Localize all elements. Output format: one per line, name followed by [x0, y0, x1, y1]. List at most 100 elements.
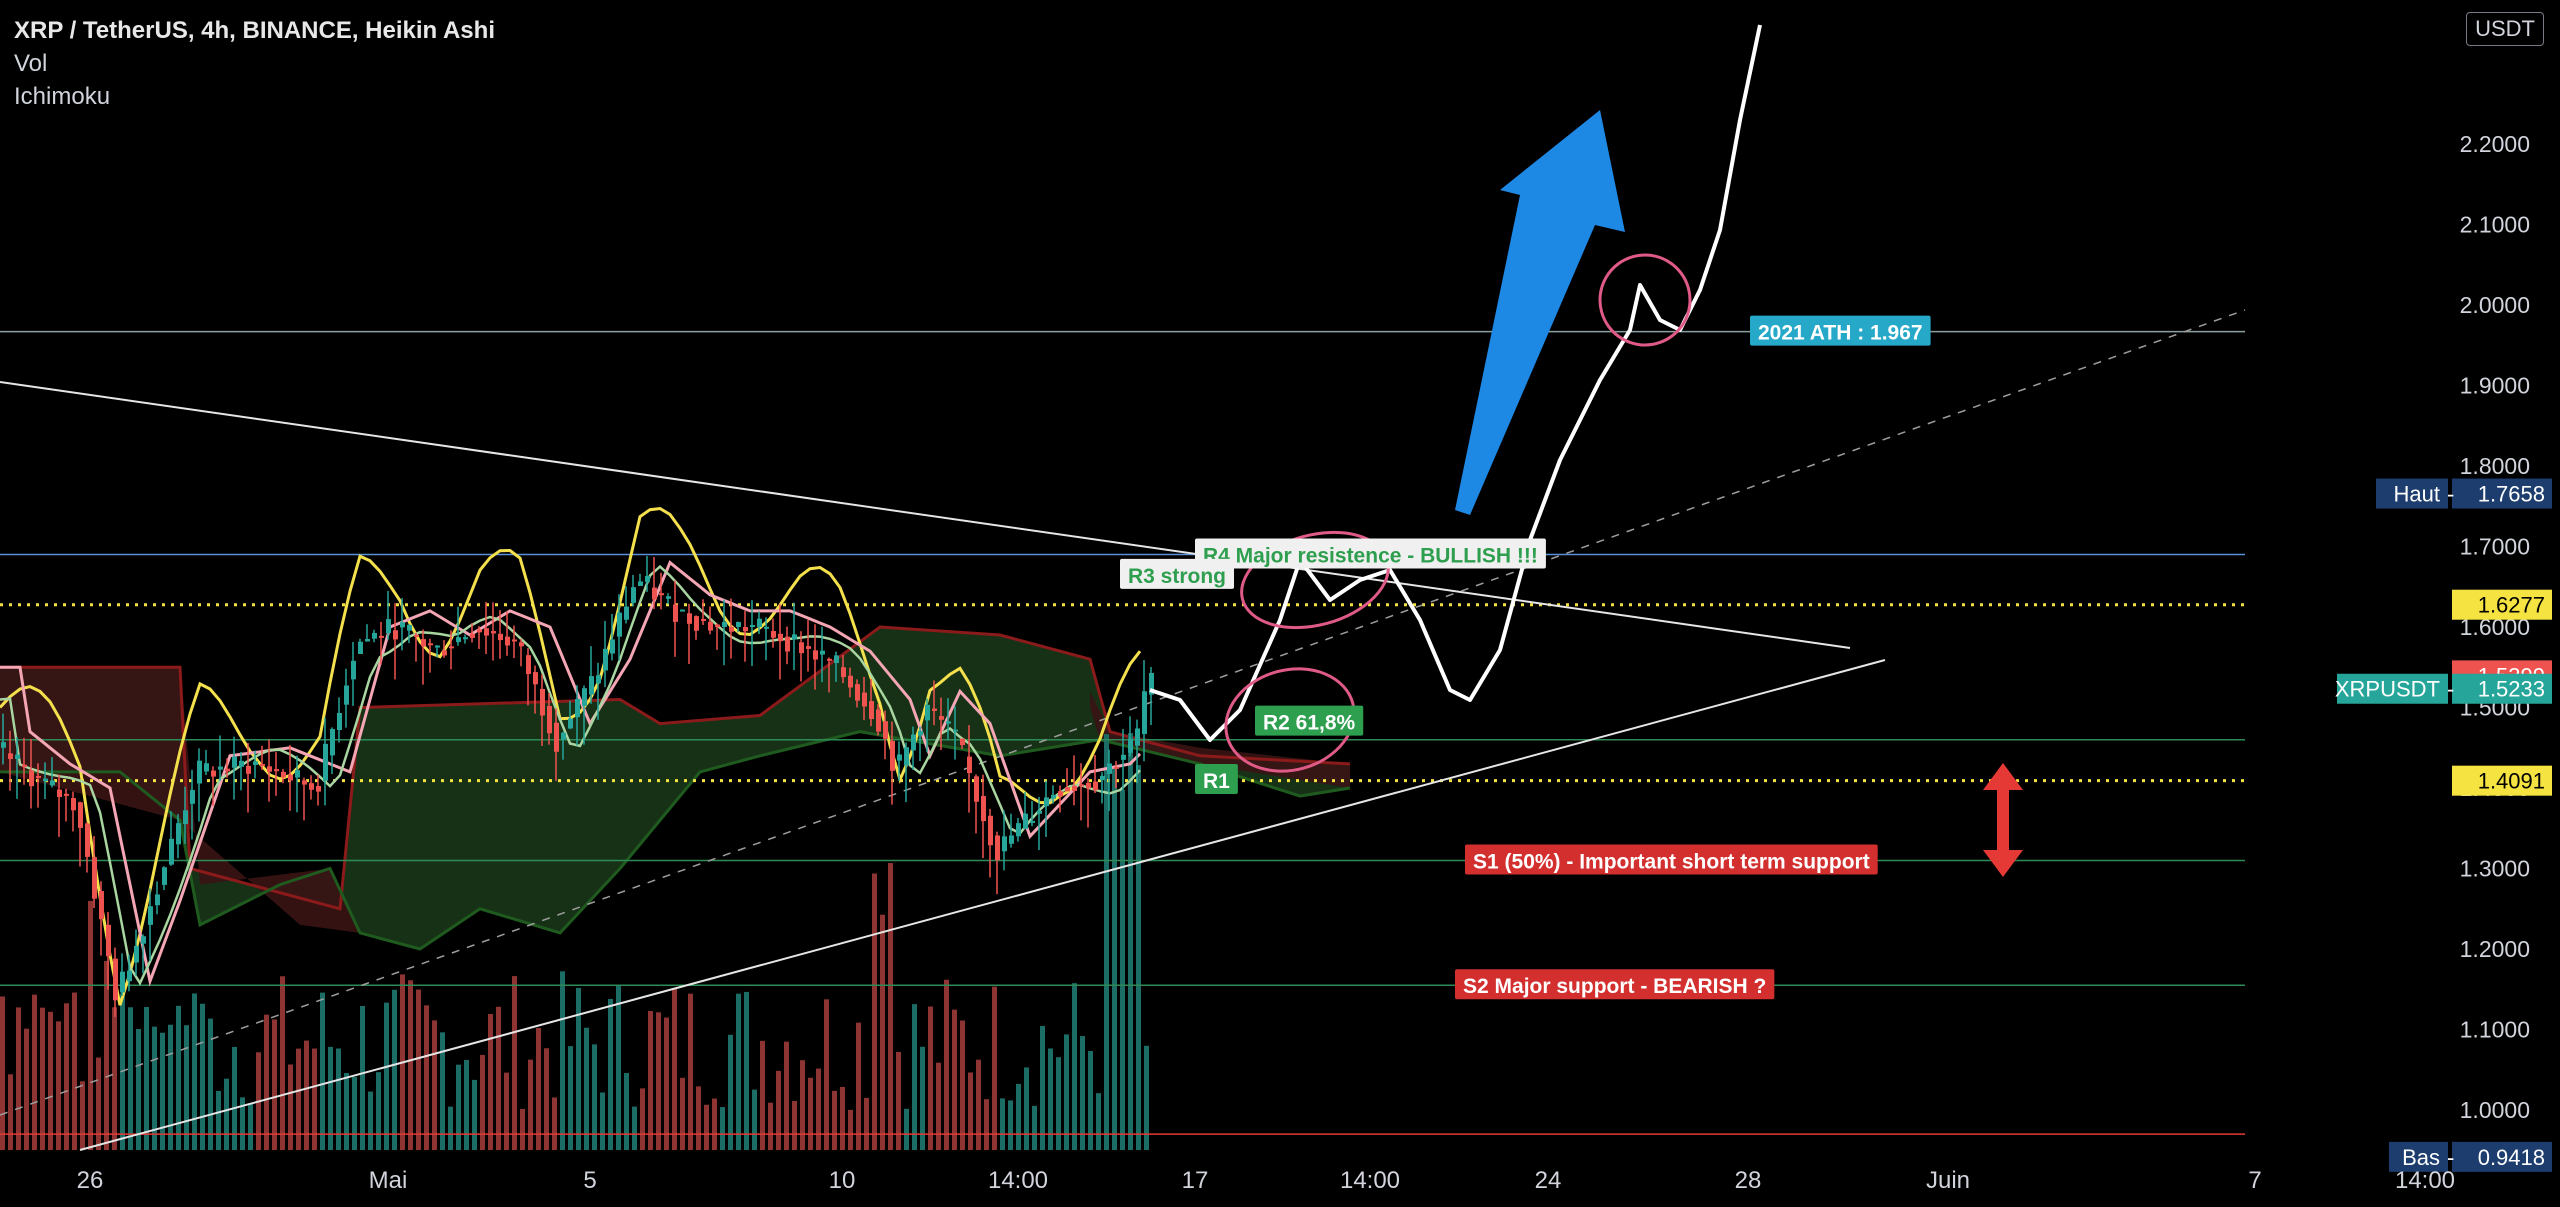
- candle-body: [946, 721, 951, 724]
- candle-body: [456, 637, 461, 643]
- candle-body: [757, 618, 762, 627]
- ascending-trendline[interactable]: [79, 659, 1886, 1151]
- blue-bullish-arrow[interactable]: [1455, 110, 1625, 515]
- indicator-vol[interactable]: Vol: [14, 50, 48, 77]
- candle-body: [505, 636, 510, 646]
- annotation-label[interactable]: R4 Major resistence - BULLISH !!!: [1195, 538, 1546, 569]
- candle-body: [1002, 836, 1007, 852]
- volume-bar: [864, 1097, 869, 1150]
- candle-body: [589, 676, 594, 695]
- volume-bar: [464, 1059, 469, 1150]
- candle-body: [855, 684, 860, 701]
- candle-body: [218, 766, 223, 770]
- currency-selector[interactable]: USDT: [2466, 12, 2544, 46]
- volume-bar: [640, 1088, 645, 1150]
- candle-body: [1058, 791, 1063, 797]
- candle-body: [596, 675, 601, 684]
- volume-bar: [880, 914, 885, 1150]
- pink-circle-marker[interactable]: [1590, 245, 1700, 355]
- candle-body: [554, 722, 559, 752]
- price-tag-value-bg: [2452, 1141, 2552, 1172]
- volume-bar: [632, 1106, 637, 1150]
- candle-body: [1016, 823, 1021, 837]
- volume-bar: [200, 1003, 205, 1150]
- price-tag[interactable]: 1.6277: [2452, 589, 2552, 620]
- volume-bar: [568, 1046, 573, 1150]
- indicator-ichimoku[interactable]: Ichimoku: [14, 83, 111, 110]
- annotation-label[interactable]: R3 strong: [1120, 558, 1235, 589]
- candle-body: [36, 775, 41, 778]
- volume-bar: [88, 900, 93, 1150]
- volume-bar: [920, 1046, 925, 1150]
- volume-bar: [976, 1059, 981, 1150]
- volume-bar: [48, 1011, 53, 1150]
- candle-body: [442, 650, 447, 656]
- candle-body: [932, 708, 937, 711]
- candle-body: [771, 631, 776, 638]
- volume-bar: [96, 1057, 101, 1150]
- volume-bar: [480, 1054, 485, 1150]
- volume-bar: [208, 1018, 213, 1150]
- candle-body: [477, 629, 482, 633]
- x-tick-label: Juin: [1926, 1167, 1970, 1194]
- red-updown-arrow[interactable]: [1983, 763, 2023, 877]
- volume-bar: [64, 1003, 69, 1150]
- annotation-label[interactable]: S1 (50%) - Important short term support: [1465, 844, 1878, 875]
- price-tag-dash: -: [2447, 1145, 2454, 1170]
- volume-bar: [16, 1007, 21, 1150]
- candle-body: [351, 660, 356, 680]
- annotation-label[interactable]: 2021 ATH : 1.967: [1750, 315, 1931, 346]
- projection-path[interactable]: [1149, 24, 1762, 742]
- volume-bar: [312, 1048, 317, 1150]
- y-tick-label: 1.8000: [2460, 453, 2530, 479]
- candle-body: [1023, 813, 1028, 829]
- dashed-channel-line[interactable]: [0, 309, 2246, 1116]
- annotation-label[interactable]: R1: [1195, 763, 1238, 794]
- candle-body: [1093, 781, 1098, 791]
- candle-body: [288, 774, 293, 781]
- descending-trendline[interactable]: [0, 381, 1851, 649]
- symbol-title[interactable]: XRP / TetherUS, 4h, BINANCE, Heikin Ashi: [14, 17, 495, 44]
- candle-body: [246, 765, 251, 774]
- volume-bar: [520, 1109, 525, 1150]
- pink-circle-marker[interactable]: [1214, 655, 1365, 785]
- candle-body: [624, 606, 629, 620]
- volume-bar: [1000, 1098, 1005, 1150]
- candle-body: [1044, 797, 1049, 807]
- price-tag[interactable]: 1.7658 Haut -: [2376, 478, 2552, 509]
- candle-body: [1065, 787, 1070, 792]
- volume-bar: [888, 863, 893, 1150]
- volume-bar: [416, 989, 421, 1150]
- candle-body: [8, 753, 13, 760]
- price-tag[interactable]: 1.4091: [2452, 765, 2552, 796]
- y-tick-label: 1.1000: [2460, 1017, 2530, 1043]
- volume-bar: [776, 1070, 781, 1150]
- candle-body: [1149, 672, 1154, 695]
- price-tag-value: 1.4091: [2478, 769, 2545, 794]
- candle-body: [708, 621, 713, 631]
- annotation-label[interactable]: S2 Major support - BEARISH ?: [1455, 969, 1775, 1000]
- candle-body: [148, 906, 153, 925]
- volume-bar: [664, 1017, 669, 1150]
- annotation-bg: [1120, 558, 1235, 589]
- volume-bar: [408, 980, 413, 1150]
- price-tag[interactable]: 1.5233 XRPUSDT -: [2335, 673, 2552, 704]
- annotation-text: 2021 ATH : 1.967: [1758, 322, 1923, 345]
- price-tag-label: Bas: [2402, 1145, 2440, 1170]
- volume-bar: [248, 1103, 253, 1150]
- volume-bar: [968, 1072, 973, 1150]
- volume-bar: [944, 979, 949, 1150]
- y-tick-label: 1.7000: [2460, 534, 2530, 560]
- candle-body: [162, 867, 167, 885]
- volume-bar: [144, 1006, 149, 1150]
- price-tag[interactable]: 0.9418 Bas -: [2389, 1141, 2552, 1172]
- volume-bar: [584, 1027, 589, 1150]
- annotation-label[interactable]: R2 61,8%: [1255, 705, 1364, 736]
- candle-body: [120, 971, 125, 993]
- volume-bar: [536, 1027, 541, 1150]
- volume-bar: [784, 1041, 789, 1150]
- candle-body: [92, 857, 97, 899]
- annotation-text: R2 61,8%: [1263, 712, 1356, 735]
- candle-body: [225, 768, 230, 772]
